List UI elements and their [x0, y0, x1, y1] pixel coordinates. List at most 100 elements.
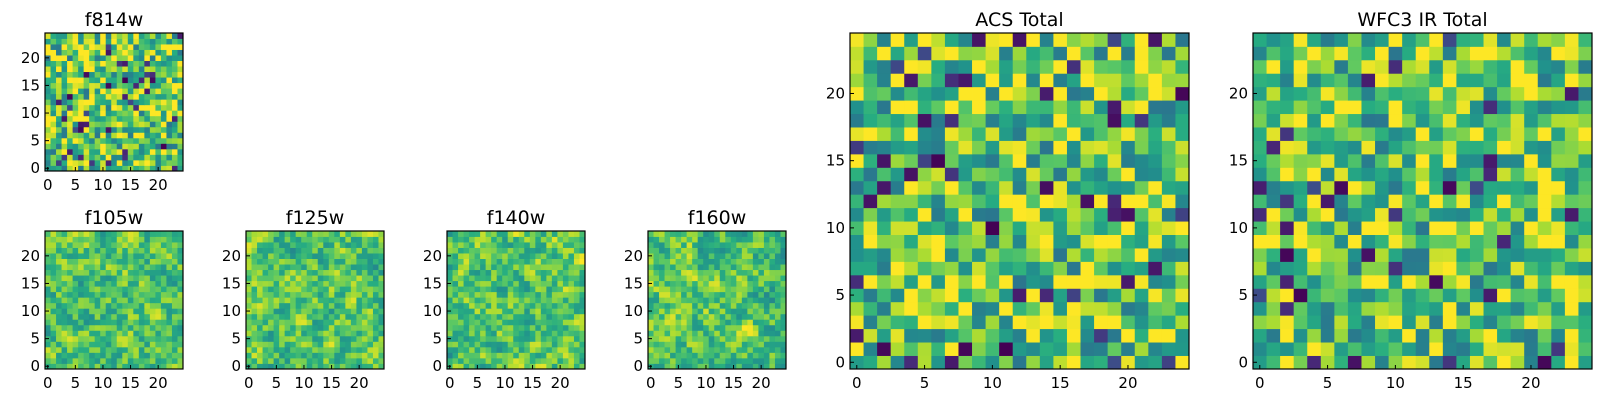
- heatmap-cell: [1320, 140, 1335, 155]
- heatmap-cell: [1161, 274, 1176, 289]
- heatmap-cell: [692, 264, 699, 271]
- heatmap-cell: [1497, 100, 1512, 115]
- heatmap-cell: [985, 274, 1000, 289]
- heatmap-cell: [1134, 207, 1149, 222]
- heatmap-cell: [100, 115, 107, 122]
- heatmap-cell: [653, 357, 660, 364]
- heatmap-cell: [670, 291, 676, 298]
- heatmap-cell: [83, 319, 90, 326]
- heatmap-cell: [551, 341, 558, 348]
- heatmap-cell: [166, 49, 173, 56]
- heatmap-cell: [551, 242, 558, 248]
- heatmap-cell: [774, 253, 781, 259]
- y-tick-label: 20: [21, 247, 40, 265]
- heatmap-cell: [306, 357, 313, 364]
- heatmap-cell: [1578, 248, 1593, 262]
- heatmap-cell: [1307, 127, 1322, 141]
- heatmap-cell: [262, 275, 269, 282]
- heatmap-cell: [496, 264, 503, 271]
- heatmap-cell: [50, 247, 57, 254]
- heatmap-cell: [1388, 207, 1403, 222]
- heatmap-cell: [513, 324, 520, 331]
- heatmap-cell: [670, 346, 676, 353]
- heatmap-cell: [61, 99, 68, 106]
- heatmap-cell: [507, 324, 514, 331]
- heatmap-cell: [877, 315, 892, 330]
- heatmap-cell: [1469, 274, 1484, 289]
- heatmap-cell: [94, 269, 101, 276]
- heatmap-cell: [1510, 274, 1525, 289]
- heatmap-cell: [83, 88, 90, 95]
- heatmap-cell: [1066, 167, 1081, 182]
- heatmap-cell: [361, 275, 368, 282]
- heatmap-cell: [345, 286, 352, 293]
- heatmap-cell: [72, 126, 79, 133]
- heatmap-cell: [1080, 328, 1095, 343]
- heatmap-cell: [279, 363, 286, 370]
- heatmap-cell: [708, 308, 715, 315]
- heatmap-cell: [361, 319, 368, 326]
- heatmap-cell: [546, 242, 553, 248]
- heatmap-cell: [122, 137, 129, 144]
- heatmap-cell: [72, 66, 79, 73]
- heatmap-cell: [334, 280, 341, 287]
- heatmap-cell: [1361, 194, 1376, 209]
- heatmap-cell: [535, 313, 542, 320]
- heatmap-cell: [958, 261, 973, 276]
- heatmap-cell: [877, 100, 892, 115]
- heatmap-cell: [769, 313, 776, 320]
- heatmap-cell: [290, 286, 297, 293]
- heatmap-cell: [1293, 234, 1308, 249]
- panel-title: f105w: [85, 207, 144, 229]
- heatmap-cell: [463, 302, 470, 309]
- heatmap-cell: [1280, 153, 1295, 168]
- heatmap-cell: [730, 319, 737, 326]
- heatmap-cell: [133, 110, 140, 117]
- heatmap-cell: [350, 302, 357, 309]
- heatmap-cell: [752, 324, 759, 331]
- heatmap-cell: [149, 77, 156, 84]
- heatmap-cell: [61, 258, 68, 265]
- heatmap-cell: [56, 335, 62, 342]
- heatmap-cell: [122, 269, 129, 276]
- heatmap-cell: [469, 253, 475, 259]
- heatmap-cell: [958, 342, 973, 356]
- heatmap-cell: [100, 352, 107, 359]
- heatmap-cell: [295, 313, 302, 320]
- heatmap-cell: [127, 132, 134, 139]
- heatmap-cell: [529, 286, 536, 293]
- heatmap-cell: [323, 291, 330, 298]
- heatmap-cell: [45, 159, 51, 166]
- heatmap-cell: [496, 346, 503, 353]
- heatmap-cell: [155, 264, 162, 271]
- heatmap-cell: [290, 363, 297, 370]
- heatmap-cell: [958, 113, 973, 128]
- heatmap-cell: [111, 363, 118, 370]
- heatmap-cell: [758, 302, 765, 309]
- heatmap-cell: [917, 248, 932, 262]
- heatmap-cell: [890, 261, 905, 276]
- heatmap-cell: [177, 99, 184, 106]
- heatmap-cell: [105, 291, 112, 298]
- heatmap-cell: [958, 248, 973, 262]
- heatmap-cell: [763, 242, 770, 248]
- heatmap-cell: [328, 297, 335, 304]
- heatmap-cell: [1148, 113, 1163, 128]
- heatmap-cell: [61, 357, 68, 364]
- heatmap-cell: [1253, 355, 1267, 370]
- y-tick-label: 0: [231, 357, 241, 375]
- heatmap-cell: [1280, 100, 1295, 115]
- heatmap-cell: [127, 313, 134, 320]
- heatmap-cell: [171, 302, 178, 309]
- heatmap-cell: [72, 258, 79, 265]
- heatmap-cell: [747, 357, 754, 364]
- heatmap-cell: [904, 140, 919, 155]
- heatmap-cell: [681, 253, 688, 259]
- heatmap-cell: [1121, 86, 1136, 101]
- heatmap-cell: [111, 297, 118, 304]
- heatmap-cell: [863, 288, 878, 303]
- heatmap-cell: [78, 247, 85, 254]
- heatmap-cell: [452, 302, 459, 309]
- heatmap-cell: [1080, 221, 1095, 235]
- heatmap-cell: [1053, 301, 1068, 316]
